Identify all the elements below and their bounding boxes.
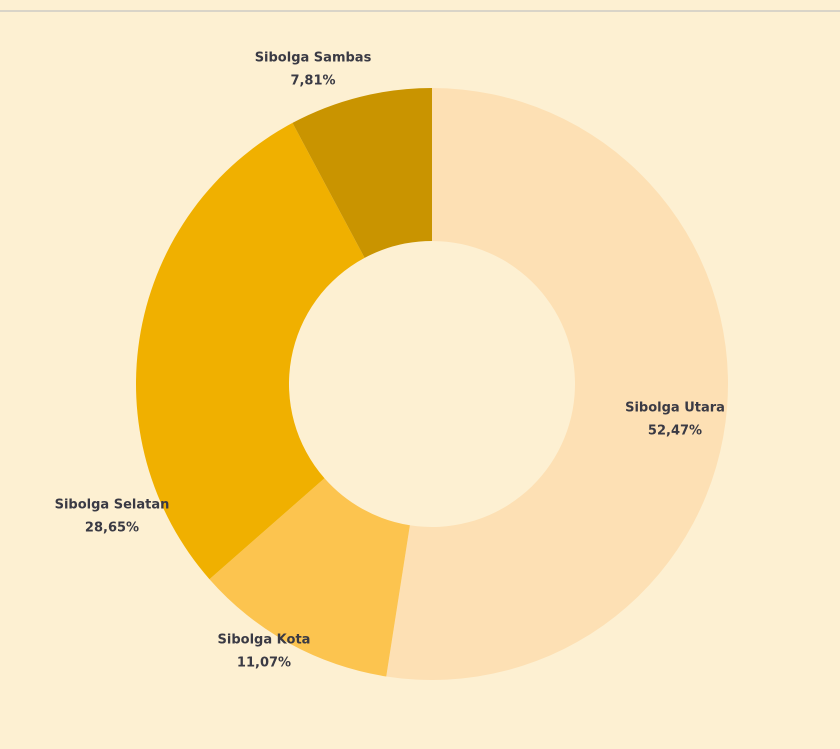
- slice-label: Sibolga Selatan: [55, 498, 170, 513]
- slice: [292, 88, 432, 258]
- slice: [386, 88, 728, 680]
- slice-label: Sibolga Utara: [625, 401, 725, 416]
- slice-label: Sibolga Kota: [218, 633, 311, 648]
- slice-label: Sibolga Sambas: [255, 51, 372, 66]
- slice: [209, 478, 410, 677]
- slice-value-label: 52,47%: [648, 424, 702, 439]
- slice: [136, 122, 365, 580]
- slices: [136, 88, 728, 680]
- labels: Sibolga Utara 52,47% Sibolga Kota 11,07% Sib…: [55, 51, 725, 671]
- slice-value-label: 28,65%: [85, 521, 139, 536]
- slice-value-label: 7,81%: [290, 74, 335, 89]
- slice-value-label: 11,07%: [237, 656, 291, 671]
